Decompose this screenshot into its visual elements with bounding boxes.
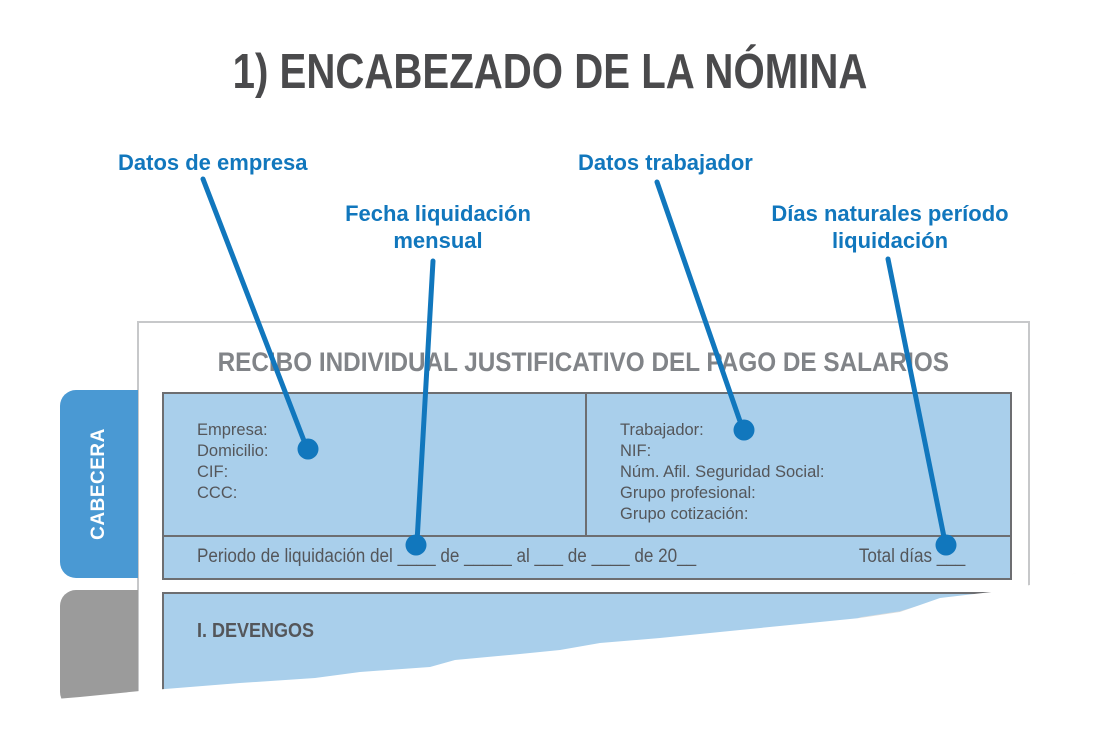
field-grupo-cotizacion: Grupo cotización: xyxy=(620,505,749,523)
tab-next-section xyxy=(60,590,138,708)
callout-fecha-liquidacion: Fecha liquidación mensual xyxy=(345,201,531,253)
field-grupo-profesional: Grupo profesional: xyxy=(620,484,756,502)
period-line-text: Periodo de liquidación del ____ de _____… xyxy=(197,545,697,567)
payslip-title-text: RECIBO INDIVIDUAL JUSTIFICATIVO DEL PAGO… xyxy=(217,347,950,377)
callout-datos-trabajador: Datos trabajador xyxy=(578,150,753,175)
company-data-cell: Empresa: Domicilio: CIF: CCC: xyxy=(164,394,587,535)
field-num-afil: Núm. Afil. Seguridad Social: xyxy=(620,463,825,481)
field-empresa: Empresa: xyxy=(197,421,268,439)
payslip-header-box: Empresa: Domicilio: CIF: CCC: Trabajador… xyxy=(162,392,1012,580)
field-domicilio: Domicilio: xyxy=(197,442,269,460)
page-title: 1) ENCABEZADO DE LA NÓMINA xyxy=(0,44,1100,100)
tab-cabecera: CABECERA xyxy=(60,390,138,578)
worker-data-cell: Trabajador: NIF: Núm. Afil. Seguridad So… xyxy=(587,394,1010,535)
tab-cabecera-label: CABECERA xyxy=(88,428,109,540)
page-title-text: 1) ENCABEZADO DE LA NÓMINA xyxy=(232,45,868,99)
field-trabajador: Trabajador: xyxy=(620,421,704,439)
callout-dias-naturales: Días naturales período liquidación xyxy=(771,201,1009,253)
payslip-document: RECIBO INDIVIDUAL JUSTIFICATIVO DEL PAGO… xyxy=(137,321,1030,732)
total-days-text: Total días ___ xyxy=(858,545,965,567)
period-row: Periodo de liquidación del ____ de _____… xyxy=(164,537,1010,576)
devengos-section: I. DEVENGOS xyxy=(162,592,1012,732)
payslip-title: RECIBO INDIVIDUAL JUSTIFICATIVO DEL PAGO… xyxy=(139,347,1028,378)
header-data-row: Empresa: Domicilio: CIF: CCC: Trabajador… xyxy=(164,394,1010,537)
field-ccc: CCC: xyxy=(197,484,238,502)
devengos-title: I. DEVENGOS xyxy=(197,620,315,642)
callout-datos-empresa: Datos de empresa xyxy=(118,150,308,175)
field-nif: NIF: xyxy=(620,442,652,460)
field-cif: CIF: xyxy=(197,463,229,481)
